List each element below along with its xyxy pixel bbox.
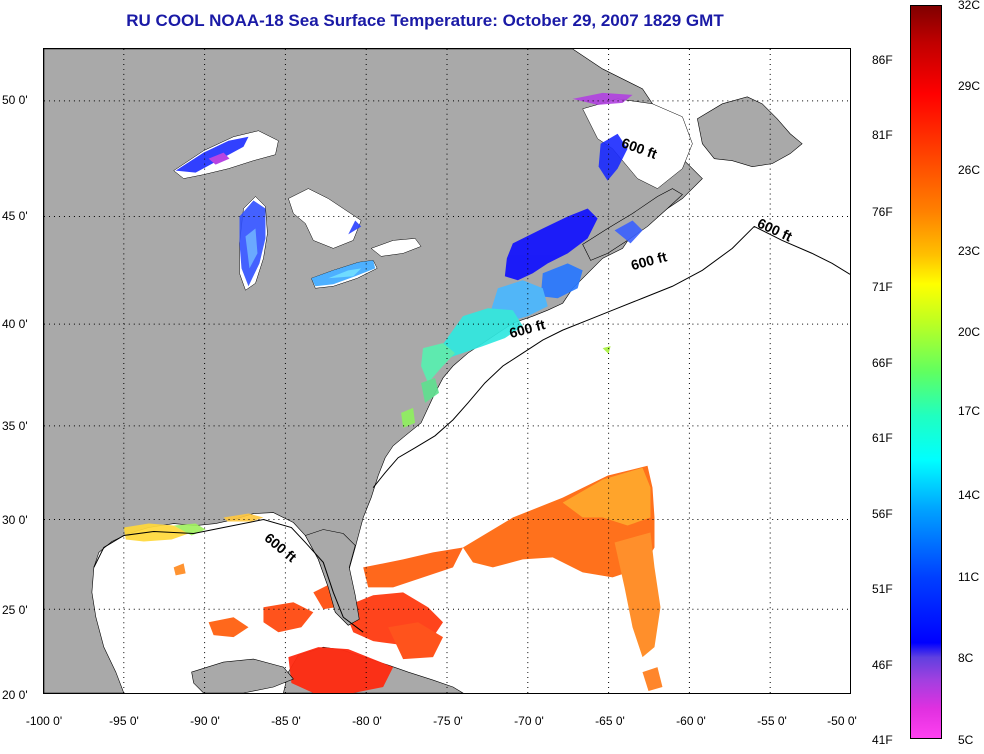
lon-label-70: -70 0' [514,714,544,728]
lat-label-35: 35 0' [2,419,28,433]
cb-c-23: 23C [958,244,981,258]
cb-f-41: 41F [872,733,893,747]
lon-label-80: -80 0' [352,714,382,728]
cb-f-81: 81F [872,128,893,142]
lon-label-55: -55 0' [757,714,787,728]
contour-label-3: 600 ft [629,248,669,273]
cb-f-61: 61F [872,431,893,445]
lake-huron [288,188,362,249]
lat-label-20: 20 0' [2,688,28,702]
cb-c-11: 11C [958,570,980,584]
cb-f-71: 71F [872,280,893,294]
cb-c-32: 32C [958,0,981,12]
contour-label-2: 600 ft [755,215,795,245]
cb-c-14: 14C [958,488,981,502]
map-canvas: 600 ft 600 ft 600 ft 600 ft 600 ft [44,49,850,693]
lon-label-90: -90 0' [190,714,220,728]
cb-f-76: 76F [872,205,893,219]
sst-great-lakes [175,136,376,287]
lat-label-45: 45 0' [2,209,28,223]
lon-label-100: -100 0' [25,714,63,728]
lat-label-50: 50 0' [2,93,28,107]
temperature-colorbar [910,5,942,739]
lat-label-30: 30 0' [2,513,28,527]
lake-ontario [370,238,422,257]
cb-c-17: 17C [958,404,981,418]
sst-st-lawrence [572,92,643,244]
lon-label-95: -95 0' [109,714,139,728]
sst-northeast-shelf [401,208,611,428]
cb-f-51: 51F [872,582,893,596]
cb-c-20: 20C [958,325,981,339]
cb-c-5: 5C [958,733,974,747]
lon-label-75: -75 0' [433,714,463,728]
lon-label-50: -50 0' [827,714,857,728]
sst-gulf-stream [208,465,663,693]
land-newfoundland [697,96,803,167]
land-cuba-top [191,658,294,693]
cb-f-66: 66F [872,356,893,370]
cb-c-29: 29C [958,79,981,93]
lat-label-40: 40 0' [2,317,28,331]
contour-label-5: 600 ft [262,530,300,566]
lon-label-85: -85 0' [271,714,301,728]
land-florida [304,529,360,626]
cb-f-46: 46F [872,658,893,672]
cb-c-26: 26C [958,163,981,177]
lon-label-60: -60 0' [676,714,706,728]
lat-label-25: 25 0' [2,603,28,617]
lon-label-65: -65 0' [595,714,625,728]
cb-c-8: 8C [958,651,974,665]
cb-f-56: 56F [872,507,893,521]
sst-map: 600 ft 600 ft 600 ft 600 ft 600 ft [43,48,851,694]
map-title: RU COOL NOAA-18 Sea Surface Temperature:… [126,11,724,30]
cb-f-86: 86F [872,53,893,67]
